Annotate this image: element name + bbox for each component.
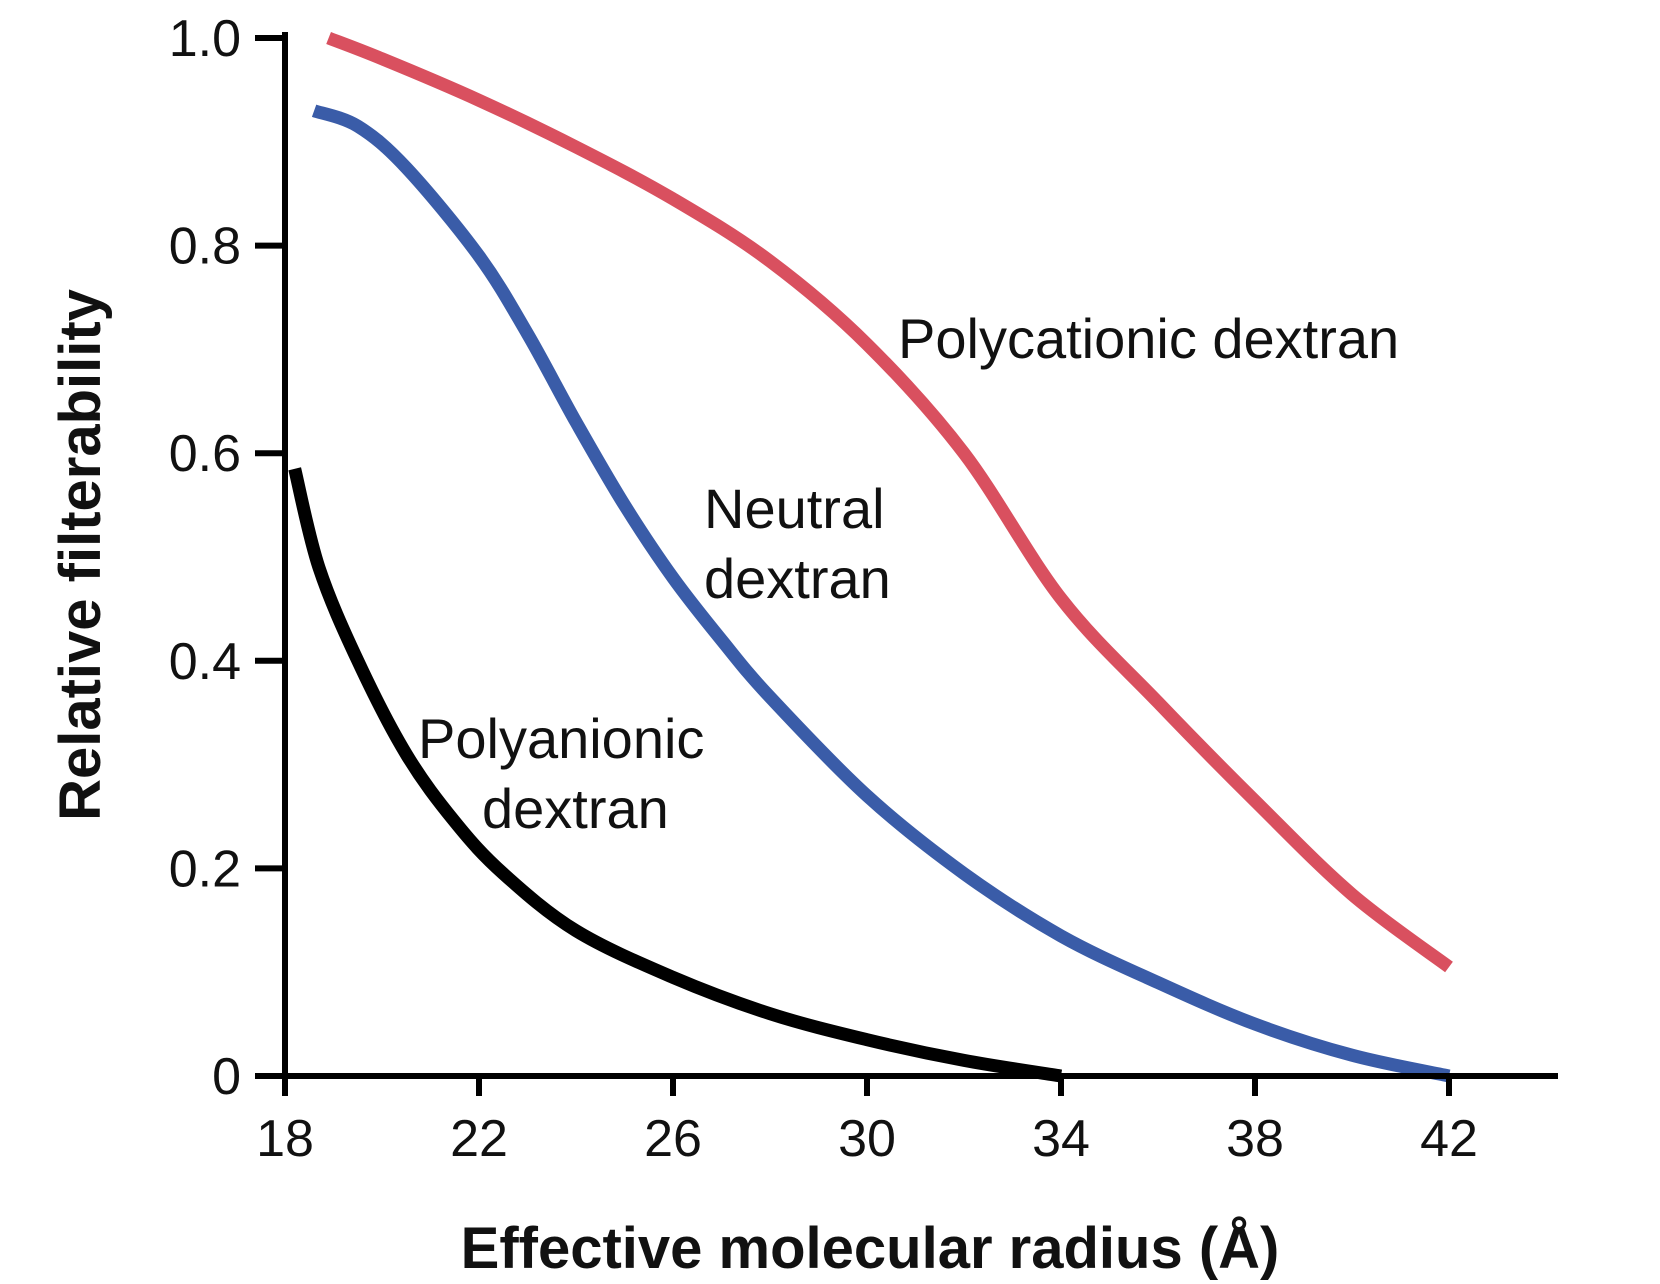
x-axis-title: Effective molecular radius (Å) (461, 1216, 1280, 1281)
y-tick-label: 0.8 (169, 218, 241, 276)
series-label-neutral-line2: dextran (704, 547, 891, 610)
x-tick-label: 18 (256, 1110, 314, 1168)
series-label-polycationic: Polycationic dextran (898, 307, 1399, 370)
y-tick-label: 0 (212, 1048, 241, 1106)
x-tick-label: 42 (1420, 1110, 1478, 1168)
series-label-neutral: Neutral dextran (704, 477, 900, 610)
series-line-polycationic (326, 31, 1453, 973)
axes (282, 32, 1558, 1079)
ticks: 18 22 26 30 34 38 42 0 0.2 0.4 0.6 0.8 1.0 (169, 10, 1478, 1168)
series-label-polycationic-line1: Polycationic dextran (898, 307, 1399, 370)
x-tick-label: 34 (1032, 1110, 1090, 1168)
x-tick-label: 22 (450, 1110, 508, 1168)
y-axis-title: Relative filterability (48, 289, 113, 821)
series-label-polyanionic-line1: Polyanionic (418, 707, 704, 770)
series-line-polyanionic (288, 467, 1063, 1083)
series-label-neutral-line1: Neutral (704, 477, 885, 540)
y-tick-label: 0.6 (169, 425, 241, 483)
x-tick-label: 30 (838, 1110, 896, 1168)
series-label-polyanionic-line2: dextran (482, 777, 669, 840)
y-tick-label: 0.2 (169, 840, 241, 898)
y-tick-label: 0.4 (169, 633, 241, 691)
x-tick-label: 26 (644, 1110, 702, 1168)
series-lines (288, 31, 1453, 1083)
x-tick-label: 38 (1226, 1110, 1284, 1168)
y-tick-label: 1.0 (169, 10, 241, 68)
series-label-polyanionic: Polyanionic dextran (418, 707, 720, 840)
series-line-neutral (311, 104, 1451, 1083)
